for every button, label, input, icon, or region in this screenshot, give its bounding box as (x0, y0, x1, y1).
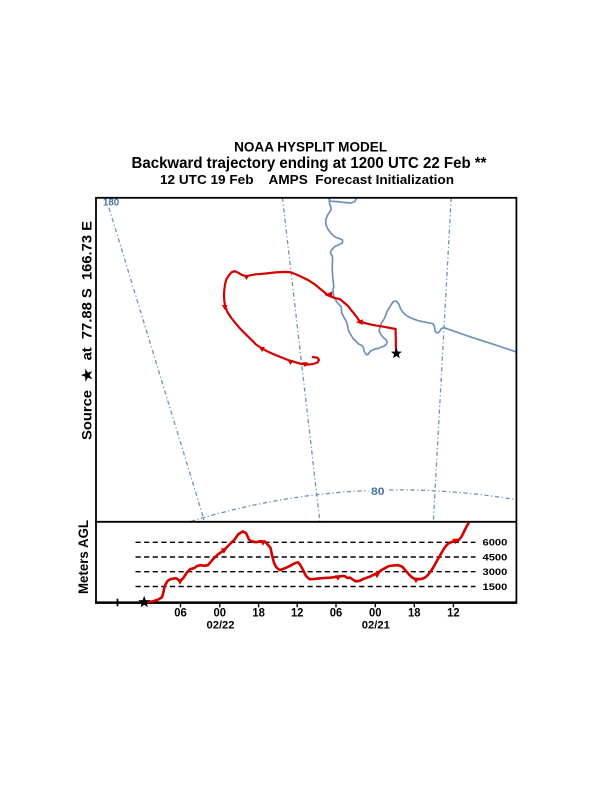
svg-text:Source ★ at 77.88 S 166.73: Source ★ at 77.88 S 166.73 E (80, 221, 95, 440)
svg-text:18: 18 (252, 606, 265, 620)
svg-text:00: 00 (214, 606, 227, 620)
svg-text:12 UTC 19 Feb AMPS Forecas: 12 UTC 19 Feb AMPS Forecast Initializati… (160, 172, 454, 187)
svg-text:12: 12 (291, 606, 304, 620)
svg-text:12: 12 (447, 606, 460, 620)
svg-text:Meters AGL: Meters AGL (76, 520, 91, 594)
svg-text:4500: 4500 (483, 552, 508, 563)
svg-text:18: 18 (408, 606, 421, 620)
svg-text:180: 180 (103, 198, 120, 209)
svg-text:3000: 3000 (483, 567, 508, 578)
svg-text:6000: 6000 (483, 538, 508, 549)
svg-text:06: 06 (330, 606, 343, 620)
svg-text:1500: 1500 (483, 582, 508, 593)
svg-text:80: 80 (371, 486, 385, 498)
svg-text:NOAA HYSPLIT MODEL: NOAA HYSPLIT MODEL (234, 138, 387, 154)
svg-text:00: 00 (369, 606, 382, 620)
svg-text:06: 06 (174, 606, 187, 620)
svg-text:02/21: 02/21 (362, 620, 390, 632)
svg-text:02/22: 02/22 (207, 620, 235, 632)
svg-text:Backward trajectory ending at: Backward trajectory ending at 1200 UTC 2… (132, 155, 488, 172)
